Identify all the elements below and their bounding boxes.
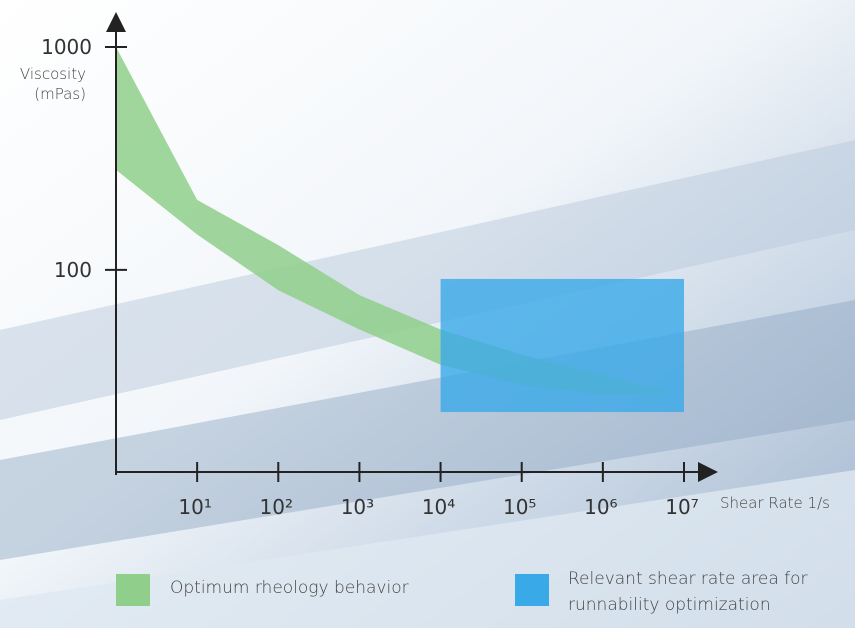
x-tick-label: 10³	[341, 495, 374, 519]
x-tick-label: 10²	[260, 495, 293, 519]
y-tick-label: 100	[54, 258, 92, 282]
x-tick-label: 10¹	[178, 495, 211, 519]
x-axis-label: Shear Rate 1/s	[720, 494, 830, 512]
legend-label: Relevant shear rate area for runnability…	[568, 569, 808, 615]
x-tick-label: 10⁴	[422, 495, 455, 519]
streak	[0, 140, 855, 420]
legend-label: Optimum rheology behavior	[170, 578, 409, 598]
x-tick-label: 10⁶	[584, 495, 617, 519]
region	[440, 278, 684, 413]
streak	[0, 470, 855, 628]
x-tick-label: 10⁵	[503, 495, 536, 519]
y-axis-label: Viscosity (mPas)	[19, 65, 86, 103]
y-tick-label: 1000	[41, 35, 92, 59]
legend-swatch	[515, 574, 549, 606]
band	[116, 47, 672, 395]
x-tick-label: 10⁷	[665, 495, 698, 519]
legend-swatch	[116, 574, 150, 606]
